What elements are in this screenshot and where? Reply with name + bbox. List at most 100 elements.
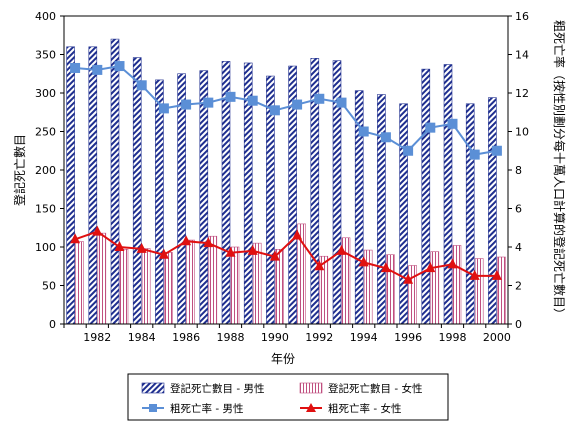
point-male-rate: [292, 99, 303, 110]
bar-male: [88, 46, 98, 325]
left-tick-label: 350: [35, 49, 56, 62]
bar-male: [199, 70, 209, 325]
point-male-rate: [203, 97, 214, 108]
bar-female: [75, 241, 84, 325]
plot-border: [63, 15, 509, 325]
legend-swatch-bar: [141, 382, 165, 394]
point-female-rate: [70, 233, 81, 244]
legend-label: 粗死亡率 - 男性: [170, 402, 243, 415]
point-male-rate: [225, 91, 236, 102]
point-female-rate: [269, 250, 280, 261]
left-tick-label: 150: [35, 203, 56, 216]
bar-male: [177, 73, 186, 325]
legend-marker-triangle: [306, 403, 316, 412]
left-tick-label: 100: [35, 241, 56, 254]
plot-area: 0 50 100 150 200 250 300 350 400 0 2 4 6 8 10 12 14 16 198…: [35, 10, 529, 344]
bar-female: [252, 242, 262, 325]
point-male-rate: [158, 103, 169, 114]
legend-box: [127, 373, 449, 421]
bar-female: [186, 239, 195, 325]
bar-male: [132, 57, 142, 325]
point-male-rate: [403, 145, 414, 156]
bar-female: [208, 235, 218, 325]
point-male-rate: [491, 145, 502, 156]
x-tick-label: 1984: [128, 331, 156, 344]
bar-female: [164, 252, 173, 325]
right-tick-label: 0: [515, 318, 522, 331]
point-male-rate: [181, 99, 192, 110]
point-male-rate: [358, 126, 369, 137]
bar-male: [488, 97, 497, 325]
bar-male: [443, 64, 453, 325]
left-axis-title: 登記死亡數目: [12, 134, 27, 206]
bar-female: [97, 232, 107, 325]
legend-swatch-bar: [299, 382, 323, 394]
x-tick-label: 1996: [394, 331, 422, 344]
point-female-rate: [114, 241, 125, 251]
point-female-rate: [447, 258, 458, 269]
point-female-rate: [336, 244, 347, 255]
x-tick-label: 1988: [217, 331, 245, 344]
left-tick-label: 300: [35, 87, 56, 100]
left-tick-label: 0: [49, 318, 56, 331]
bar-male: [465, 103, 475, 325]
legend-label: 登記死亡數目 - 男性: [170, 382, 264, 395]
point-female-rate: [380, 262, 391, 273]
legend-label: 登記死亡數目 - 女性: [328, 382, 422, 395]
point-male-rate: [447, 118, 458, 129]
right-tick-label: 14: [515, 49, 529, 62]
x-tick-label: 1998: [439, 331, 467, 344]
right-tick-label: 6: [515, 203, 522, 216]
point-female-rate: [225, 246, 236, 257]
bar-male: [66, 46, 75, 325]
right-tick-label: 8: [515, 164, 522, 177]
bar-male: [399, 103, 408, 325]
point-female-rate: [203, 237, 214, 248]
bar-male: [110, 38, 120, 325]
plot-frame: [63, 15, 509, 325]
point-male-rate: [425, 122, 436, 133]
point-female-rate: [358, 256, 369, 267]
point-female-rate: [136, 242, 147, 253]
point-female-rate: [491, 269, 502, 280]
point-female-rate: [247, 244, 258, 255]
bar-female: [408, 265, 417, 325]
right-tick-label: 4: [515, 241, 522, 254]
right-axis-title: 粗死亡率（按性別劃分每十萬人口計算的登記死亡數目）: [552, 20, 567, 320]
x-axis-title: 年份: [271, 352, 295, 366]
point-female-rate: [425, 262, 436, 273]
point-female-rate: [158, 248, 169, 259]
right-tick-label: 2: [515, 280, 522, 293]
x-tick-label: 2000: [483, 331, 511, 344]
point-male-rate: [336, 97, 347, 108]
legend-label: 粗死亡率 - 女性: [328, 402, 401, 415]
bar-female: [141, 248, 151, 325]
right-tick-label: 10: [515, 126, 529, 139]
x-tick-label: 1990: [261, 331, 289, 344]
left-tick-label: 200: [35, 164, 56, 177]
point-male-rate: [247, 95, 258, 106]
point-female-rate: [469, 269, 480, 280]
point-male-rate: [314, 93, 325, 104]
left-tick-label: 250: [35, 126, 56, 139]
bar-male: [155, 79, 164, 325]
point-female-rate: [403, 273, 414, 284]
point-male-rate: [380, 132, 391, 143]
bar-female: [497, 256, 506, 325]
x-tick-label: 1986: [172, 331, 200, 344]
point-female-rate: [181, 235, 192, 246]
left-tick-label: 50: [42, 280, 56, 293]
x-tick-label: 1994: [350, 331, 378, 344]
point-male-rate: [70, 62, 81, 73]
bar-male: [421, 68, 431, 325]
point-male-rate: [269, 105, 280, 116]
bar-female: [452, 245, 462, 325]
bar-female: [430, 251, 440, 325]
right-tick-label: 12: [515, 87, 529, 100]
point-female-rate: [92, 225, 103, 236]
point-male-rate: [469, 149, 480, 160]
right-tick-label: 16: [515, 10, 529, 23]
